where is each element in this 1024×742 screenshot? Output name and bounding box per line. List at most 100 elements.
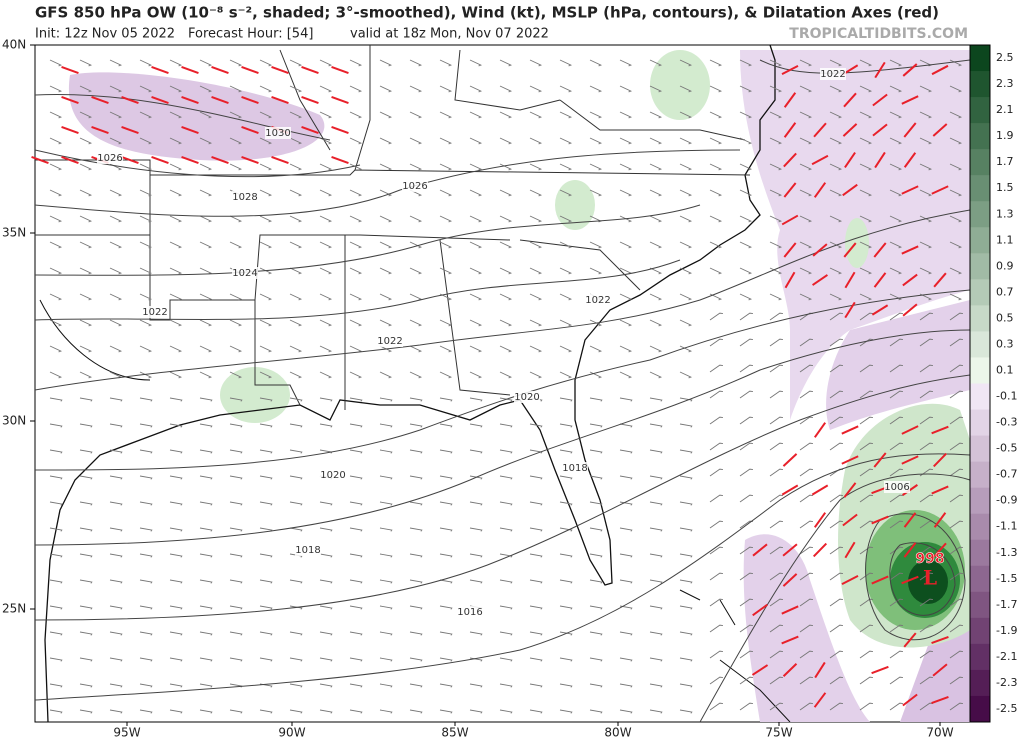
contour-label: 1024 <box>232 268 257 279</box>
wind-barb <box>919 189 933 197</box>
wind-barb <box>949 293 963 301</box>
wind-barb <box>319 345 333 353</box>
wind-barb <box>469 709 483 714</box>
wind-barb <box>619 605 633 610</box>
wind-barb <box>709 364 723 373</box>
wind-barb <box>829 494 843 503</box>
wind-barb <box>319 657 333 662</box>
wind-barb <box>799 520 813 529</box>
wind-barb <box>349 189 363 197</box>
wind-barb <box>169 683 183 688</box>
wind-barb <box>829 163 843 171</box>
wind-barb <box>259 397 273 402</box>
wind-barb <box>919 650 933 659</box>
wind-barb <box>769 494 783 503</box>
wind-barb <box>469 319 483 327</box>
wind-barb <box>949 189 963 197</box>
wind-barb <box>199 709 213 714</box>
wind-barb <box>709 241 723 249</box>
dilatation-axis <box>841 455 859 465</box>
wind-barb <box>559 683 573 688</box>
wind-barb <box>889 293 903 301</box>
dilatation-axis <box>781 635 799 645</box>
wind-barb <box>259 631 273 636</box>
dilatation-axis <box>751 664 769 676</box>
wind-barb <box>679 657 693 662</box>
wind-barb <box>919 137 933 145</box>
wind-barb <box>949 520 963 529</box>
wind-barb <box>349 85 363 93</box>
colorbar-swatch <box>970 227 990 254</box>
contour-label-bg <box>457 606 483 618</box>
wind-barb <box>679 397 693 402</box>
wind-barb <box>79 345 93 353</box>
wind-barb <box>199 449 213 454</box>
wind-barb <box>559 527 573 532</box>
wind-barb <box>139 631 153 636</box>
wind-barb <box>649 553 663 558</box>
wind-barb <box>109 241 123 249</box>
wind-barb <box>319 423 333 428</box>
wind-barb <box>769 338 783 347</box>
dilatation-axis <box>931 695 949 705</box>
wind-barb <box>49 527 63 532</box>
wind-barb <box>319 189 333 197</box>
wind-barb <box>439 579 453 584</box>
wind-barb <box>799 390 813 399</box>
lon-label: 85W <box>441 726 468 740</box>
wind-barb <box>949 137 963 145</box>
dilatation-axis <box>151 155 169 165</box>
dilatation-axis <box>813 422 827 438</box>
wind-barb <box>709 416 723 425</box>
wind-barb <box>349 267 363 275</box>
wind-barb <box>409 423 423 428</box>
wind-barb <box>889 364 903 373</box>
colorbar-label: -0.7 <box>996 468 1017 481</box>
wind-barb <box>889 702 903 711</box>
wind-barb <box>79 293 93 301</box>
wind-barb <box>679 449 693 454</box>
wind-barb <box>409 657 423 662</box>
isobar <box>34 453 971 701</box>
dilatation-axis <box>812 542 828 558</box>
wind-barb <box>289 423 303 428</box>
wind-barb <box>649 345 663 353</box>
wind-barb <box>199 527 213 532</box>
wind-barb <box>649 423 663 428</box>
wind-barb <box>769 241 783 249</box>
wind-barb <box>589 85 603 93</box>
wind-barb <box>439 267 453 275</box>
wind-barb <box>709 59 723 67</box>
colorbar-swatch <box>970 45 990 72</box>
wind-barb <box>289 267 303 275</box>
wind-barb <box>619 189 633 197</box>
colorbar-label: -1.9 <box>996 624 1017 637</box>
wind-barb <box>49 605 63 610</box>
wind-barb <box>709 520 723 529</box>
wind-barb <box>649 267 663 275</box>
wind-barb <box>289 709 303 714</box>
wind-barb <box>79 553 93 558</box>
dilatation-axis <box>121 155 139 165</box>
wind-barb <box>319 59 333 67</box>
wind-barb <box>859 494 873 503</box>
contour-label-bg <box>232 267 258 279</box>
colorbar-label: 2.5 <box>996 51 1014 64</box>
dilatation-axis <box>843 482 857 498</box>
wind-barb <box>109 657 123 662</box>
wind-barb <box>919 111 933 119</box>
wind-barb <box>649 371 663 379</box>
dilatation-axis <box>901 425 919 435</box>
colorbar-swatch <box>970 201 990 228</box>
wind-barb <box>709 163 723 171</box>
wind-barb <box>79 631 93 636</box>
wind-barb <box>409 397 423 402</box>
dilatation-axis <box>842 183 858 197</box>
wind-barb <box>409 85 423 93</box>
contour-label: 1006 <box>884 482 909 493</box>
wind-barb <box>229 553 243 558</box>
contour-label: 1026 <box>97 153 122 164</box>
wind-barb <box>199 475 213 480</box>
wind-barb <box>169 423 183 428</box>
wind-barb <box>199 293 213 301</box>
